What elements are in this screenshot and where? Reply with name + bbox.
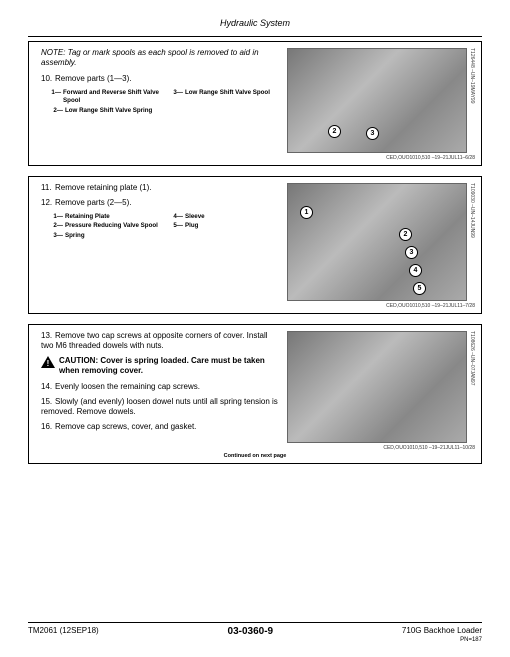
legend-2: 1—Retaining Plate 2—Pressure Reducing Va… xyxy=(35,213,279,241)
figure-3-sideref: T108626 –UN–07JAN97 xyxy=(469,331,475,443)
step-11: 11.Remove retaining plate (1). xyxy=(35,183,279,193)
callout-5: 5 xyxy=(413,282,426,295)
page-section-title: Hydraulic System xyxy=(28,18,482,28)
svg-text:!: ! xyxy=(47,359,50,368)
footer-rule xyxy=(28,622,482,623)
legend-num: 2— xyxy=(51,107,63,115)
step-12-text: Remove parts (2—5). xyxy=(55,198,131,207)
step-14: 14.Evenly loosen the remaining cap screw… xyxy=(35,382,279,392)
legend-text: Spring xyxy=(65,232,85,240)
section-3: 13.Remove two cap screws at opposite cor… xyxy=(28,324,482,464)
legend-text: Retaining Plate xyxy=(65,213,110,221)
step-12: 12.Remove parts (2—5). xyxy=(35,198,279,208)
callout-2: 2 xyxy=(399,228,412,241)
figure-1-sideref: T126448 –UN–19MAY99 xyxy=(469,48,475,153)
legend-num: 5— xyxy=(171,222,183,230)
legend-num: 1— xyxy=(51,213,63,221)
legend-text: Plug xyxy=(185,222,198,230)
figure-2-photo: 1 2 3 4 5 xyxy=(287,183,467,301)
footer-left: TM2061 (12SEP18) xyxy=(28,626,99,643)
step-14-text: Evenly loosen the remaining cap screws. xyxy=(55,382,200,391)
callout-2: 2 xyxy=(328,125,341,138)
callout-1: 1 xyxy=(300,206,313,219)
callout-3: 3 xyxy=(405,246,418,259)
legend-text: Sleeve xyxy=(185,213,205,221)
step-13-text: Remove two cap screws at opposite corner… xyxy=(41,331,268,350)
section-3-text: 13.Remove two cap screws at opposite cor… xyxy=(35,331,279,451)
callout-3: 3 xyxy=(366,127,379,140)
figure-2-sideref: T109030 –UN–14JUN99 xyxy=(469,183,475,301)
step-13: 13.Remove two cap screws at opposite cor… xyxy=(35,331,279,351)
section-2: 11.Remove retaining plate (1). 12.Remove… xyxy=(28,176,482,314)
figure-1-caption: CED,OUO1010,510 –19–21JUL11–6/28 xyxy=(295,155,475,161)
step-15: 15.Slowly (and evenly) loosen dowel nuts… xyxy=(35,397,279,417)
footer-model: 710G Backhoe Loader xyxy=(402,626,482,635)
section-1: NOTE: Tag or mark spools as each spool i… xyxy=(28,41,482,166)
step-11-text: Remove retaining plate (1). xyxy=(55,183,152,192)
note: NOTE: Tag or mark spools as each spool i… xyxy=(35,48,279,68)
legend-1: 1—Forward and Reverse Shift Valve Spool … xyxy=(35,89,279,116)
figure-3-photo xyxy=(287,331,467,443)
caution-text: CAUTION: Cover is spring loaded. Care mu… xyxy=(59,356,279,376)
figure-2-caption: CED,OUO1010,510 –19–21JUL11–7/28 xyxy=(295,303,475,309)
step-10-text: Remove parts (1—3). xyxy=(55,74,131,83)
legend-text: Low Range Shift Valve Spool xyxy=(185,89,270,97)
section-1-text: NOTE: Tag or mark spools as each spool i… xyxy=(35,48,279,161)
step-16: 16.Remove cap screws, cover, and gasket. xyxy=(35,422,279,432)
legend-num: 3— xyxy=(51,232,63,240)
page-footer: TM2061 (12SEP18) 03-0360-9 710G Backhoe … xyxy=(28,626,482,643)
footer-pn: PN=187 xyxy=(402,637,482,643)
header-rule xyxy=(28,36,482,37)
continued-note: Continued on next page xyxy=(35,453,475,459)
legend-num: 2— xyxy=(51,222,63,230)
step-16-text: Remove cap screws, cover, and gasket. xyxy=(55,422,196,431)
legend-num: 1— xyxy=(51,89,61,106)
caution: ! CAUTION: Cover is spring loaded. Care … xyxy=(35,356,279,376)
legend-num: 3— xyxy=(171,89,183,97)
legend-text: Forward and Reverse Shift Valve Spool xyxy=(63,89,159,106)
legend-num: 4— xyxy=(171,213,183,221)
figure-3-caption: CED,OUO1010,510 –19–21JUL11–10/28 xyxy=(295,445,475,451)
legend-text: Pressure Reducing Valve Spool xyxy=(65,222,158,230)
step-15-text: Slowly (and evenly) loosen dowel nuts un… xyxy=(41,397,278,416)
section-2-text: 11.Remove retaining plate (1). 12.Remove… xyxy=(35,183,279,309)
legend-text: Low Range Shift Valve Spring xyxy=(65,107,152,115)
step-10: 10.Remove parts (1—3). xyxy=(35,74,279,84)
footer-right: 710G Backhoe Loader PN=187 xyxy=(402,626,482,643)
figure-1-photo: 2 3 xyxy=(287,48,467,153)
caution-icon: ! xyxy=(41,356,55,368)
callout-4: 4 xyxy=(409,264,422,277)
footer-mid: 03-0360-9 xyxy=(228,626,274,643)
